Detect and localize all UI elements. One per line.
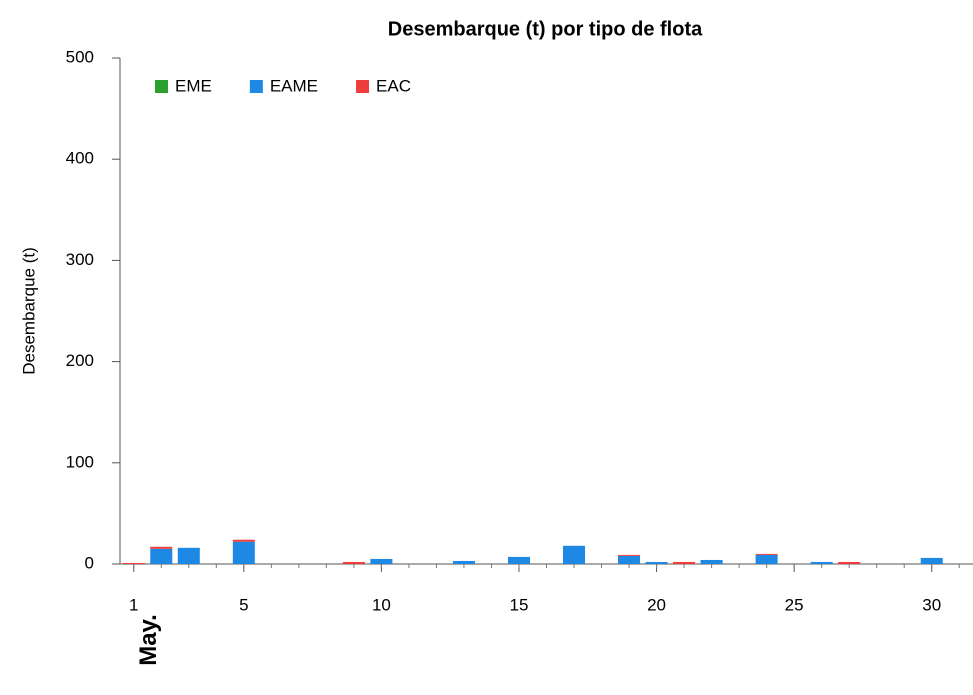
- y-tick-label: 400: [66, 149, 94, 168]
- bar-segment: [563, 545, 586, 564]
- bar-segment: [452, 560, 475, 564]
- legend-label: EME: [175, 76, 212, 95]
- bar-segment: [232, 541, 255, 564]
- bar-segment: [645, 561, 668, 564]
- y-tick-label: 0: [85, 553, 94, 572]
- bar-segment: [370, 558, 393, 564]
- x-tick-label: 1: [129, 595, 138, 614]
- legend-label: EAC: [376, 76, 411, 95]
- legend-swatch: [356, 80, 370, 93]
- bar-segment: [150, 546, 173, 549]
- legend-swatch: [155, 80, 168, 93]
- x-tick-label: 20: [647, 595, 666, 614]
- x-tick-label: 25: [785, 595, 804, 614]
- bar-segment: [755, 553, 778, 555]
- chart-title: Desembarque (t) por tipo de flota: [388, 18, 703, 40]
- legend-label: EAME: [270, 76, 318, 95]
- y-tick-label: 500: [66, 47, 94, 66]
- y-tick-label: 300: [66, 250, 94, 269]
- bar-segment: [920, 557, 943, 564]
- y-tick-label: 200: [66, 351, 94, 370]
- bar-segment: [232, 539, 255, 542]
- x-tick-label: 5: [239, 595, 248, 614]
- x-tick-label: 30: [922, 595, 941, 614]
- bar-segment: [507, 556, 530, 564]
- y-tick-label: 100: [66, 452, 94, 471]
- bar-segment: [810, 561, 833, 564]
- bar-segment: [838, 561, 861, 564]
- month-label: May.: [135, 614, 162, 666]
- bar-segment: [673, 561, 696, 564]
- x-tick-label: 10: [372, 595, 391, 614]
- bar-segment: [177, 547, 200, 564]
- bar-segment: [342, 561, 365, 564]
- bar-segment: [150, 548, 173, 564]
- bar-segment: [618, 554, 641, 556]
- bar-segment: [700, 559, 723, 564]
- bar-segment: [755, 554, 778, 564]
- bar-segment: [618, 555, 641, 564]
- y-axis-label: Desembarque (t): [19, 247, 38, 375]
- legend-swatch: [249, 80, 263, 93]
- bar-segment: [122, 562, 145, 564]
- x-tick-label: 15: [510, 595, 529, 614]
